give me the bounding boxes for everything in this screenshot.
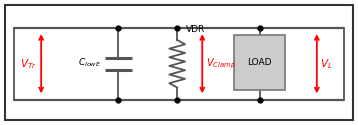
Text: V$_{Tr}$: V$_{Tr}$ [20, 57, 37, 71]
Bar [234, 35, 285, 90]
Text: V$_{Clamp}$: V$_{Clamp}$ [206, 56, 236, 71]
Text: VDR: VDR [186, 25, 205, 34]
Text: V$_{L}$: V$_{L}$ [320, 57, 333, 71]
Text: LOAD: LOAD [247, 58, 272, 67]
Text: C$_{lowE}$: C$_{lowE}$ [78, 56, 101, 69]
